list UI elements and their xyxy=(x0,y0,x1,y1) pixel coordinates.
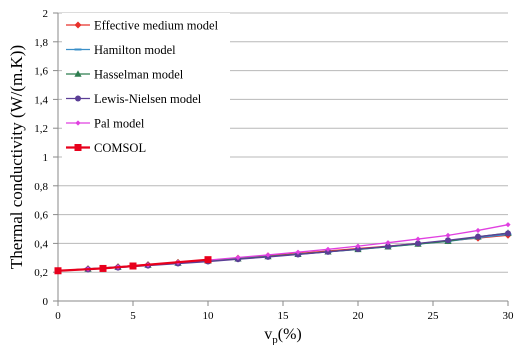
legend-box xyxy=(62,13,230,166)
x-axis-label: vp(%) xyxy=(264,326,301,345)
data-point xyxy=(415,236,421,242)
legend-marker xyxy=(75,120,81,126)
series-line xyxy=(57,232,509,272)
x-tick-label: 25 xyxy=(428,310,440,322)
data-point xyxy=(505,230,511,237)
y-tick-label: 1,6 xyxy=(34,66,48,78)
y-tick-label: 1,4 xyxy=(34,94,48,106)
legend-label: COMSOL xyxy=(94,141,146,155)
y-tick-label: 0,6 xyxy=(34,210,48,222)
y-tick-label: 1,8 xyxy=(34,37,48,49)
legend-marker xyxy=(74,21,82,29)
data-point xyxy=(265,252,271,258)
y-tick-label: 0,8 xyxy=(34,181,48,193)
data-point xyxy=(325,246,331,252)
x-axis-label-unit: (%) xyxy=(278,326,302,343)
y-axis-label: Thermal conductivity (W/(m.K)) xyxy=(7,45,26,269)
x-tick-label: 10 xyxy=(203,310,215,322)
legend-label: Hamilton model xyxy=(94,43,176,57)
data-point xyxy=(99,264,107,272)
y-tick-label: 0,4 xyxy=(34,238,48,250)
y-tick-label: 1 xyxy=(43,152,49,164)
legend-label: Lewis-Nielsen model xyxy=(94,92,202,106)
y-tick-label: 0,2 xyxy=(34,267,48,279)
legend-label: Hasselman model xyxy=(94,68,184,82)
data-point xyxy=(235,254,241,261)
legend-label: Pal model xyxy=(94,117,145,131)
data-point xyxy=(475,233,481,240)
data-series xyxy=(54,222,512,275)
y-tick-label: 1,2 xyxy=(34,123,48,135)
series-line xyxy=(57,233,509,272)
legend: Effective medium model Hamilton model Hass… xyxy=(62,13,230,166)
x-tick-label: 15 xyxy=(278,310,290,322)
legend-label: Effective medium model xyxy=(94,19,219,33)
x-tick-label: 5 xyxy=(130,310,136,322)
legend-marker xyxy=(74,144,82,151)
x-tick-label: 30 xyxy=(503,310,515,322)
data-point xyxy=(445,237,451,244)
data-point xyxy=(415,240,421,247)
axes: 00,20,40,60,811,21,41,61,820 5 10 15 20 25 30 xyxy=(34,8,514,322)
data-point xyxy=(54,267,62,275)
data-point xyxy=(475,227,481,234)
data-point xyxy=(385,240,391,246)
data-point xyxy=(129,262,137,270)
legend-marker xyxy=(74,70,82,77)
series-line xyxy=(57,232,509,272)
data-point xyxy=(295,249,301,255)
data-point xyxy=(445,232,451,238)
series-line xyxy=(57,258,209,272)
x-axis-label-subscript: p xyxy=(272,334,278,345)
y-tick-label: 0 xyxy=(43,296,49,308)
data-point xyxy=(385,243,391,250)
x-axis-label-main: v xyxy=(264,326,272,343)
data-point xyxy=(204,256,212,264)
x-tick-label: 0 xyxy=(55,310,61,322)
legend-marker xyxy=(75,95,81,102)
data-point xyxy=(355,246,361,253)
data-point xyxy=(505,222,511,228)
data-point xyxy=(355,243,361,249)
y-tick-label: 2 xyxy=(43,8,49,20)
legend-marker xyxy=(74,48,82,51)
x-tick-label: 20 xyxy=(353,310,365,322)
series-line xyxy=(57,224,509,272)
